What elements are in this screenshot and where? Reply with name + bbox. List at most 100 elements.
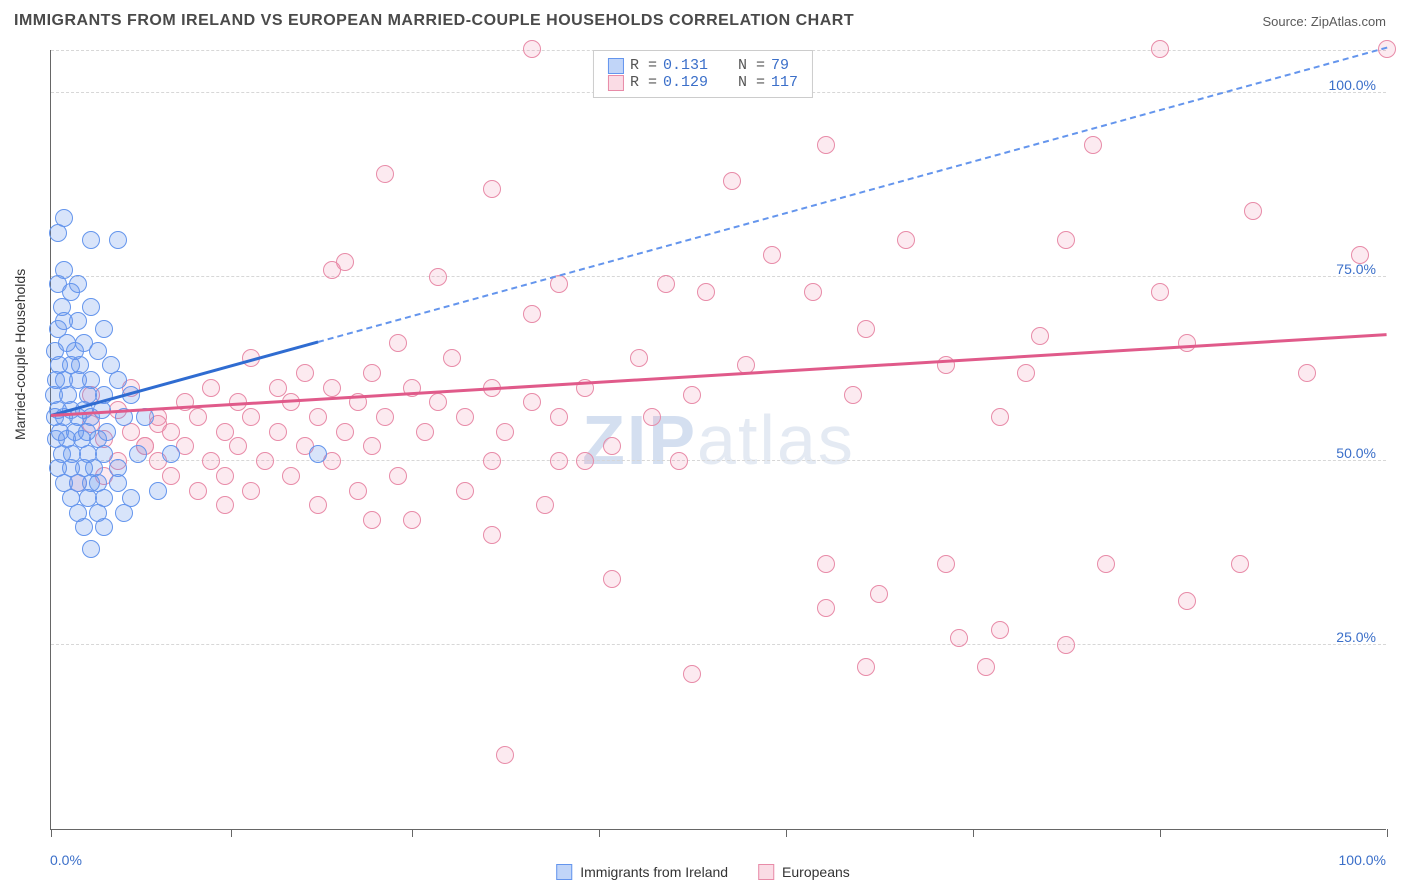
scatter-point bbox=[429, 393, 447, 411]
watermark: ZIPatlas bbox=[582, 400, 855, 480]
scatter-point bbox=[296, 364, 314, 382]
scatter-point bbox=[95, 320, 113, 338]
scatter-point bbox=[550, 408, 568, 426]
scatter-point bbox=[950, 629, 968, 647]
scatter-point bbox=[817, 555, 835, 573]
scatter-point bbox=[657, 275, 675, 293]
x-tick bbox=[1160, 829, 1161, 837]
scatter-point bbox=[242, 408, 260, 426]
gridline bbox=[51, 276, 1386, 277]
scatter-point bbox=[242, 482, 260, 500]
scatter-point bbox=[897, 231, 915, 249]
scatter-point bbox=[269, 423, 287, 441]
scatter-point bbox=[389, 334, 407, 352]
legend-item-pink: Europeans bbox=[758, 864, 850, 880]
scatter-point bbox=[496, 423, 514, 441]
scatter-point bbox=[403, 511, 421, 529]
scatter-point bbox=[363, 511, 381, 529]
scatter-point bbox=[870, 585, 888, 603]
scatter-point bbox=[1178, 334, 1196, 352]
scatter-point bbox=[162, 467, 180, 485]
x-tick bbox=[973, 829, 974, 837]
scatter-point bbox=[603, 570, 621, 588]
n-value-pink: 117 bbox=[771, 74, 798, 91]
scatter-point bbox=[1017, 364, 1035, 382]
scatter-point bbox=[189, 408, 207, 426]
y-tick-label: 100.0% bbox=[1329, 77, 1376, 93]
gridline bbox=[51, 460, 1386, 461]
scatter-point bbox=[376, 165, 394, 183]
y-tick-label: 25.0% bbox=[1336, 629, 1376, 645]
scatter-point bbox=[349, 482, 367, 500]
scatter-point bbox=[697, 283, 715, 301]
scatter-point bbox=[363, 364, 381, 382]
x-tick bbox=[231, 829, 232, 837]
scatter-point bbox=[82, 540, 100, 558]
scatter-point bbox=[82, 231, 100, 249]
scatter-point bbox=[323, 261, 341, 279]
scatter-point bbox=[162, 445, 180, 463]
scatter-point bbox=[282, 467, 300, 485]
watermark-atlas: atlas bbox=[697, 401, 855, 479]
r-label: R = bbox=[630, 57, 657, 74]
scatter-point bbox=[1298, 364, 1316, 382]
scatter-point bbox=[1084, 136, 1102, 154]
legend-series: Immigrants from Ireland Europeans bbox=[556, 864, 850, 880]
scatter-point bbox=[229, 437, 247, 455]
y-tick-label: 50.0% bbox=[1336, 445, 1376, 461]
scatter-point bbox=[216, 467, 234, 485]
scatter-point bbox=[550, 452, 568, 470]
scatter-point bbox=[429, 268, 447, 286]
n-label: N = bbox=[738, 57, 765, 74]
scatter-point bbox=[109, 371, 127, 389]
scatter-point bbox=[1031, 327, 1049, 345]
scatter-point bbox=[129, 445, 147, 463]
scatter-point bbox=[643, 408, 661, 426]
scatter-point bbox=[1151, 283, 1169, 301]
scatter-point bbox=[844, 386, 862, 404]
scatter-point bbox=[202, 379, 220, 397]
scatter-point bbox=[937, 555, 955, 573]
scatter-point bbox=[189, 482, 207, 500]
source-attribution: Source: ZipAtlas.com bbox=[1262, 14, 1386, 29]
scatter-point bbox=[309, 408, 327, 426]
scatter-point bbox=[416, 423, 434, 441]
scatter-point bbox=[323, 379, 341, 397]
scatter-point bbox=[456, 482, 474, 500]
scatter-point bbox=[683, 665, 701, 683]
legend-item-blue: Immigrants from Ireland bbox=[556, 864, 728, 880]
scatter-point bbox=[363, 437, 381, 455]
scatter-point bbox=[336, 423, 354, 441]
scatter-point bbox=[82, 474, 100, 492]
scatter-point bbox=[496, 746, 514, 764]
gridline bbox=[51, 644, 1386, 645]
scatter-point bbox=[991, 621, 1009, 639]
scatter-point bbox=[456, 408, 474, 426]
scatter-point bbox=[109, 231, 127, 249]
scatter-point bbox=[269, 379, 287, 397]
y-tick-label: 75.0% bbox=[1336, 261, 1376, 277]
scatter-point bbox=[1057, 231, 1075, 249]
r-label: R = bbox=[630, 74, 657, 91]
scatter-point bbox=[309, 445, 327, 463]
scatter-point bbox=[536, 496, 554, 514]
x-tick bbox=[599, 829, 600, 837]
scatter-point bbox=[309, 496, 327, 514]
scatter-point bbox=[1244, 202, 1262, 220]
scatter-point bbox=[977, 658, 995, 676]
scatter-point bbox=[817, 599, 835, 617]
x-axis-min-label: 0.0% bbox=[50, 852, 82, 868]
scatter-point bbox=[216, 423, 234, 441]
legend-statistics: R = 0.131 N = 79 R = 0.129 N = 117 bbox=[593, 50, 813, 98]
scatter-point bbox=[1097, 555, 1115, 573]
scatter-point bbox=[69, 312, 87, 330]
swatch-pink-icon bbox=[758, 864, 774, 880]
scatter-point bbox=[89, 342, 107, 360]
chart-title: IMMIGRANTS FROM IRELAND VS EUROPEAN MARR… bbox=[14, 12, 854, 30]
scatter-point bbox=[202, 452, 220, 470]
scatter-point bbox=[857, 320, 875, 338]
scatter-point bbox=[817, 136, 835, 154]
scatter-point bbox=[683, 386, 701, 404]
scatter-point bbox=[576, 452, 594, 470]
scatter-point bbox=[763, 246, 781, 264]
